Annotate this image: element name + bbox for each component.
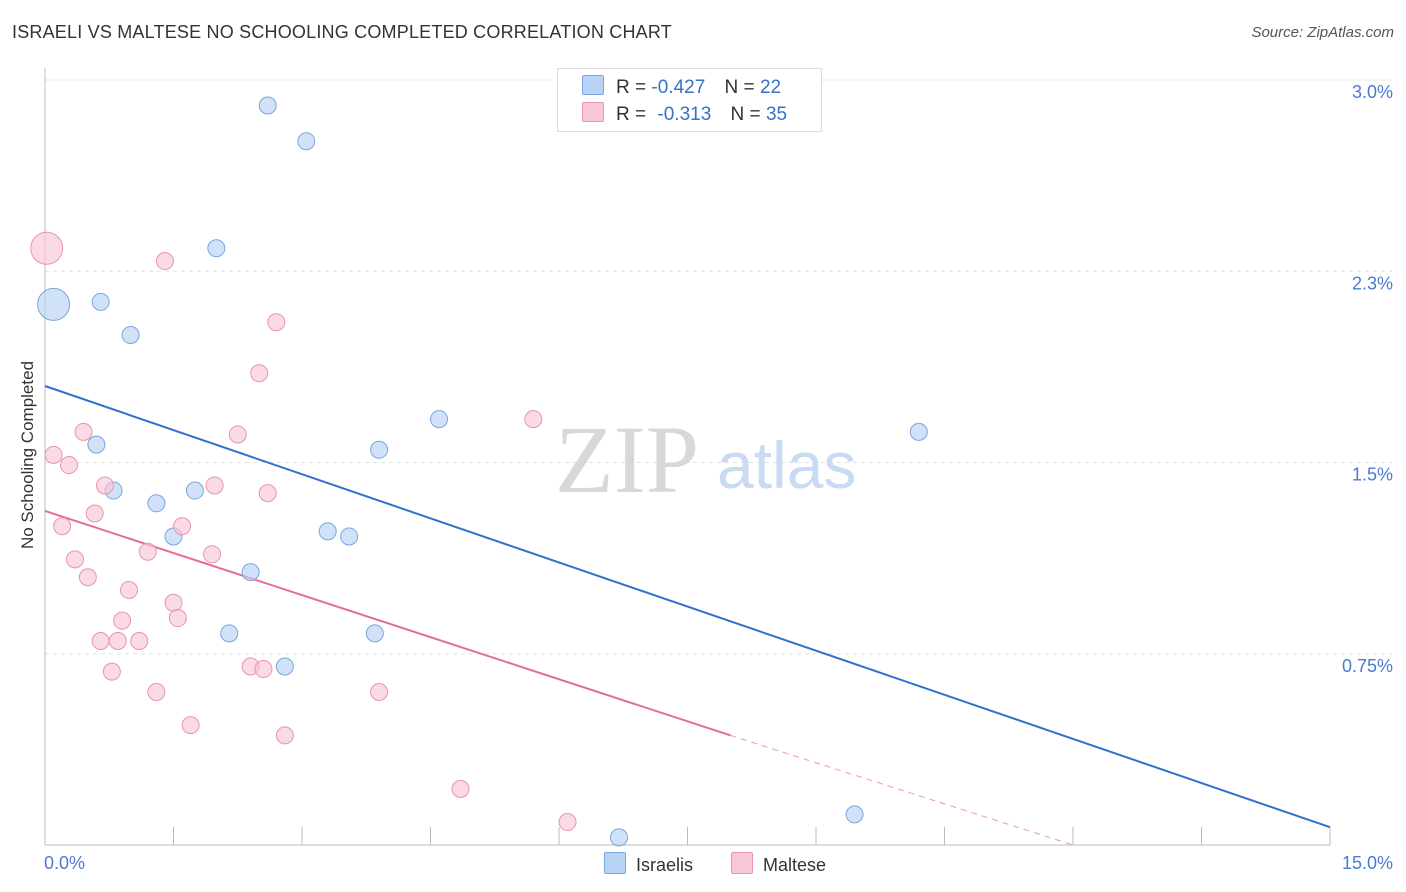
israeli-point: [845, 805, 864, 824]
watermark: ZIP atlas: [555, 406, 856, 513]
legend-maltese: Maltese: [731, 852, 826, 876]
maltese-point: [524, 410, 543, 429]
x-tick-label: 15.0%: [1342, 853, 1393, 873]
israeli-point: [185, 481, 204, 500]
maltese-point: [254, 660, 273, 679]
israeli-point: [370, 440, 389, 459]
maltese-point: [108, 632, 127, 650]
israelis-swatch: [604, 852, 626, 874]
israeli-point: [241, 563, 260, 582]
r-label: R =: [616, 77, 647, 98]
maltese-point: [53, 517, 72, 536]
source-label: Source: ZipAtlas.com: [1251, 24, 1394, 41]
maltese-point: [65, 550, 84, 569]
israeli-point: [87, 435, 106, 454]
maltese-point: [130, 632, 149, 650]
maltese-point: [155, 252, 174, 271]
y-tick-label: 3.0%: [1352, 82, 1393, 102]
stats-legend: R = -0.427 N = 22 R = -0.313 N = 35: [557, 68, 822, 132]
israeli-point: [275, 657, 294, 676]
data-points: [30, 96, 928, 847]
maltese-point: [203, 545, 222, 564]
y-tick-label: 1.5%: [1352, 465, 1393, 485]
israeli-point: [37, 287, 71, 321]
israeli-point: [318, 522, 337, 541]
legend-row-maltese: R = -0.313 N = 35: [582, 102, 787, 126]
r-value: -0.427: [651, 77, 706, 98]
maltese-point: [147, 683, 166, 701]
x-tick-labels: 0.0% 15.0%: [44, 853, 1393, 873]
legend-row-israelis: R = -0.427 N = 22: [582, 75, 781, 99]
maltese-point: [164, 593, 183, 612]
maltese-point: [91, 632, 110, 650]
israelis-trend-line: [44, 385, 1331, 829]
maltese-point: [59, 456, 78, 475]
maltese-point: [44, 445, 63, 464]
maltese-point: [119, 581, 138, 599]
maltese-point: [78, 568, 97, 587]
maltese-point: [228, 425, 247, 444]
watermark-zip: ZIP: [555, 406, 699, 513]
y-axis-label: No Schooling Completed: [18, 360, 37, 550]
maltese-swatch: [582, 102, 604, 122]
n-label: N =: [724, 77, 755, 98]
israeli-point: [220, 624, 239, 643]
israeli-point: [258, 96, 277, 115]
trend-lines: [44, 385, 1331, 846]
n-label: N =: [730, 104, 761, 125]
maltese-point: [370, 683, 389, 701]
maltese-point: [30, 231, 64, 265]
r-label: R =: [616, 104, 647, 125]
maltese-point: [168, 609, 187, 628]
maltese-trend-line: [44, 509, 731, 737]
israeli-point: [297, 132, 316, 151]
maltese-point: [275, 726, 294, 745]
israeli-point: [609, 828, 628, 847]
n-value: 22: [759, 77, 782, 98]
y-tick-labels: 3.0% 2.3% 1.5% 0.75%: [1342, 82, 1393, 676]
maltese-point: [138, 542, 157, 561]
maltese-point: [267, 313, 286, 332]
maltese-trend-extension: [730, 734, 1074, 846]
maltese-point: [85, 504, 104, 523]
israeli-point: [121, 326, 140, 344]
maltese-point: [250, 364, 269, 383]
maltese-point: [181, 716, 200, 735]
israeli-point: [430, 410, 449, 429]
legend-israelis-label: Israelis: [636, 855, 694, 875]
watermark-atlas: atlas: [717, 428, 856, 502]
israeli-point: [147, 494, 166, 513]
y-tick-label: 2.3%: [1352, 273, 1393, 293]
maltese-point: [205, 476, 224, 495]
x-tick-label: 0.0%: [44, 853, 85, 873]
israelis-swatch: [582, 75, 604, 95]
legend-maltese-label: Maltese: [763, 855, 827, 875]
n-value: 35: [765, 104, 788, 125]
maltese-point: [102, 662, 121, 681]
maltese-swatch: [731, 852, 753, 874]
israeli-point: [207, 239, 226, 258]
maltese-point: [558, 813, 577, 832]
maltese-point: [173, 517, 192, 536]
israeli-point: [340, 527, 359, 546]
legend-israelis: Israelis: [604, 852, 693, 876]
maltese-point: [451, 779, 470, 798]
maltese-point: [258, 484, 277, 503]
y-tick-label: 0.75%: [1342, 656, 1393, 676]
maltese-point: [74, 422, 93, 441]
maltese-point: [95, 476, 114, 495]
israeli-point: [909, 422, 928, 441]
chart-title: ISRAELI VS MALTESE NO SCHOOLING COMPLETE…: [12, 22, 672, 42]
israeli-point: [91, 292, 110, 311]
r-value: -0.313: [657, 104, 712, 125]
maltese-point: [113, 611, 132, 630]
israeli-point: [365, 624, 384, 643]
